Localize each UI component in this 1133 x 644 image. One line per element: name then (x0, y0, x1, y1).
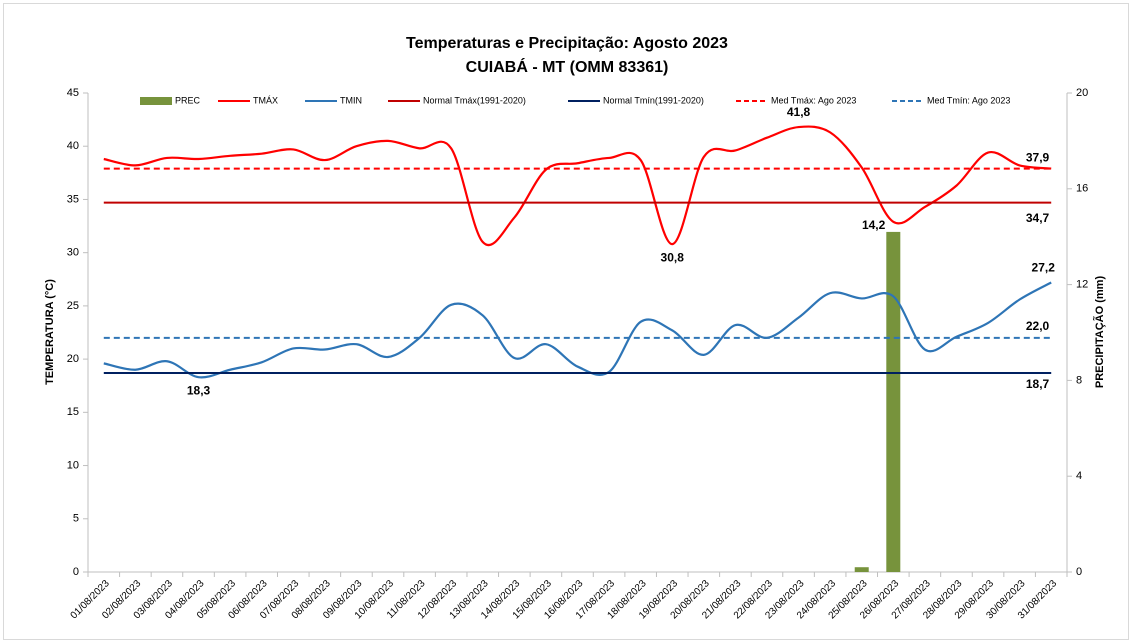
legend-label: Normal Tmín(1991-2020) (603, 95, 704, 105)
data-label: 14,2 (862, 218, 886, 232)
data-label: 22,0 (1026, 319, 1050, 333)
y-tick-label: 15 (67, 406, 79, 418)
y2-tick-label: 4 (1076, 470, 1082, 482)
line (103, 125, 1052, 246)
y-tick-label: 30 (67, 247, 79, 259)
chart-border (3, 3, 1129, 640)
chart-title: Temperaturas e Precipitação: Agosto 2023 (406, 35, 728, 52)
chart-subtitle: CUIABÁ - MT (OMM 83361) (466, 57, 669, 76)
y2-tick-label: 20 (1076, 87, 1088, 99)
bar (886, 231, 901, 572)
y-tick-label: 35 (67, 193, 79, 205)
bar (854, 567, 869, 572)
y2-tick-label: 0 (1076, 566, 1082, 578)
data-label: 27,2 (1032, 261, 1056, 275)
y-tick-label: 0 (73, 566, 79, 578)
data-label: 41,8 (787, 105, 811, 119)
legend-label: TMIN (340, 95, 362, 105)
y2-axis-title: PRECIPITAÇÃO (mm) (1093, 276, 1106, 389)
data-label: 34,7 (1026, 211, 1050, 225)
legend-label: Med Tmáx: Ago 2023 (771, 95, 856, 105)
y-tick-label: 20 (67, 353, 79, 365)
y-tick-label: 45 (67, 87, 79, 99)
legend-label: TMÁX (253, 95, 278, 105)
y-tick-label: 40 (67, 140, 79, 152)
y2-tick-label: 16 (1076, 183, 1088, 195)
legend-swatch (140, 97, 172, 105)
line (103, 281, 1052, 379)
legend-label: Med Tmín: Ago 2023 (927, 95, 1010, 105)
y2-tick-label: 8 (1076, 374, 1082, 386)
y-tick-label: 10 (67, 459, 79, 471)
y-tick-label: 5 (73, 513, 79, 525)
data-label: 18,3 (187, 383, 211, 397)
y-tick-label: 25 (67, 300, 79, 312)
legend-label: PREC (175, 95, 201, 105)
y2-tick-label: 12 (1076, 279, 1088, 291)
y-axis-title: TEMPERATURA (°C) (44, 279, 56, 385)
data-label: 30,8 (661, 250, 685, 264)
data-label: 18,7 (1026, 377, 1050, 391)
legend-label: Normal Tmáx(1991-2020) (423, 95, 526, 105)
data-label: 37,9 (1026, 151, 1050, 165)
